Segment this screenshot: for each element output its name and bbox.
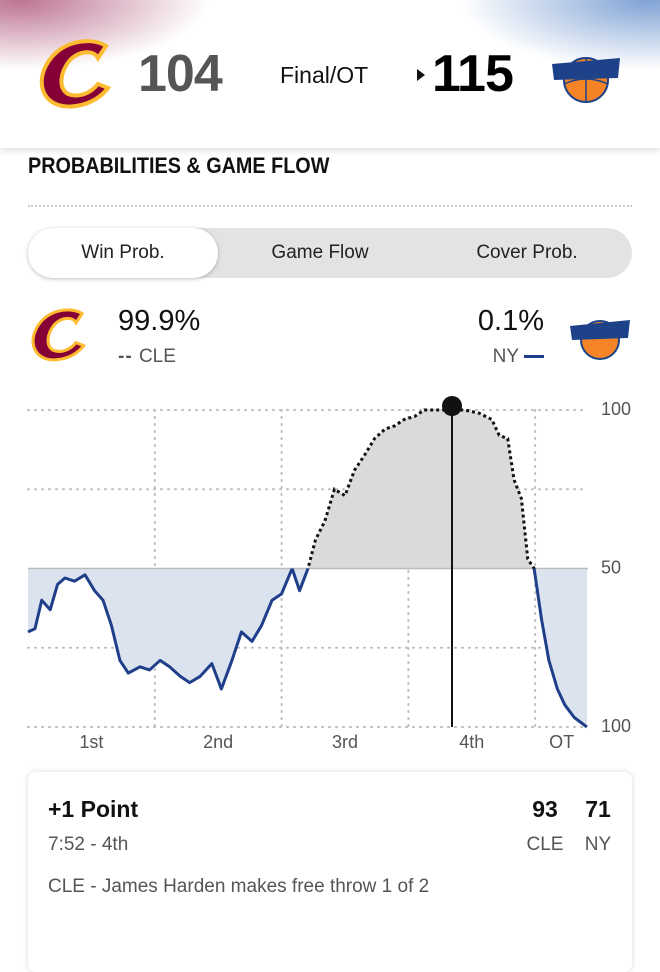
divider <box>28 205 632 207</box>
winner-arrow <box>417 69 425 81</box>
y-tick-label: 50 <box>601 557 621 577</box>
tab[interactable]: Win Prob. <box>28 228 218 278</box>
play-time: 7:52 - 4th <box>48 834 129 855</box>
x-tick-label: OT <box>549 732 574 752</box>
play-card: +1 Point 7:52 - 4th 93 71 CLE NY CLE - J… <box>28 772 632 972</box>
play-home-label: NY <box>584 834 612 855</box>
game-status: Final/OT <box>280 62 369 88</box>
play-home-score: 71 <box>585 796 611 822</box>
tab[interactable]: Game Flow <box>271 242 369 263</box>
y-tick-label: 100 <box>601 716 631 736</box>
home-legend-label: NY <box>492 346 519 367</box>
win-probability-chart: 100 50 100 1st 2nd 3rd 4th OT <box>27 396 631 752</box>
play-away-label: CLE <box>526 834 564 855</box>
play-description: CLE - James Harden makes free throw 1 of… <box>48 876 430 897</box>
line-below <box>27 568 588 729</box>
ny-logo-small <box>570 320 630 360</box>
section-title: PROBABILITIES & GAME FLOW <box>28 153 330 178</box>
away-legend: -- CLE <box>118 346 176 367</box>
away-prob: 99.9% <box>118 305 201 337</box>
play-away-score: 93 <box>532 796 558 822</box>
line-above <box>290 408 536 569</box>
scoreboard: 104 Final/OT 115 <box>0 0 660 148</box>
tab-bar: Win Prob. Game Flow Cover Prob. <box>28 228 632 278</box>
home-legend: NY <box>493 346 544 368</box>
x-tick-label: 2nd <box>203 732 233 752</box>
home-prob: 0.1% <box>477 305 544 337</box>
area-below <box>28 568 587 727</box>
home-score: 115 <box>432 45 514 103</box>
play-title: +1 Point <box>48 796 139 822</box>
tab[interactable]: Cover Prob. <box>476 242 578 263</box>
x-tick-label: 1st <box>79 732 103 752</box>
x-tick-label: 4th <box>459 732 484 752</box>
area-above <box>28 410 587 569</box>
cle-logo <box>39 39 112 109</box>
cle-logo-small <box>31 308 87 362</box>
marker-dot <box>442 396 463 416</box>
ny-logo <box>552 57 620 103</box>
away-legend-label: CLE <box>138 346 176 367</box>
y-tick-label: 100 <box>601 399 631 419</box>
x-tick-label: 3rd <box>332 732 358 752</box>
away-score: 104 <box>138 45 223 103</box>
